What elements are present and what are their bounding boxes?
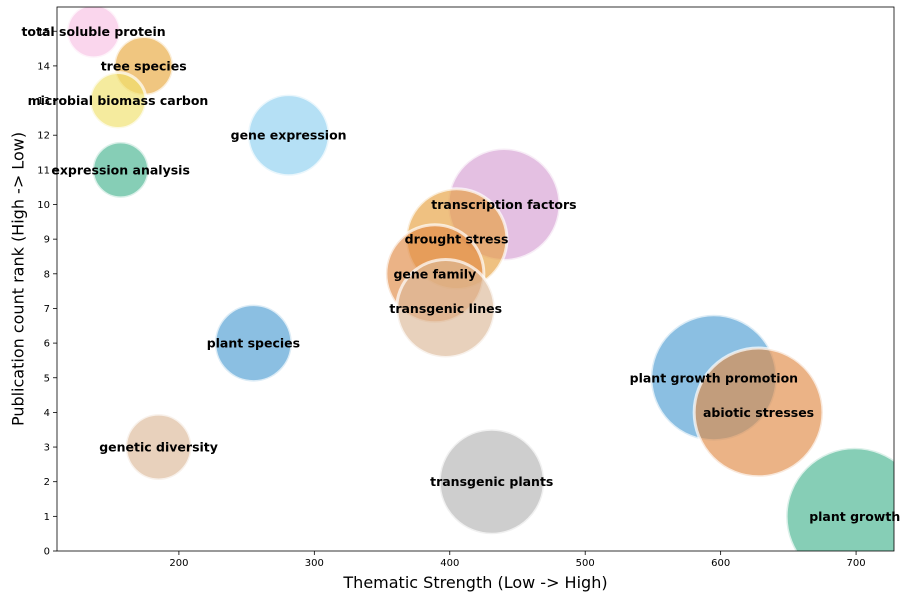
bubble-transgenic-plants [437,427,546,536]
bubble-abiotic-stresses [692,346,825,479]
bubble-label-gene-family: gene family [393,266,476,281]
y-tick-label: 2 [44,477,50,488]
y-tick-label: 1 [44,512,50,523]
plot-frame [56,6,895,552]
y-axis-title: Publication count rank (High -> Low) [9,132,28,426]
y-tick-label: 15 [37,27,50,38]
y-tick-label: 9 [44,235,50,246]
bubbles-layer [65,7,894,551]
bubble-label-genetic-diversity: genetic diversity [99,440,218,455]
bubble-label-plant-species: plant species [207,336,300,351]
y-tick-label: 5 [44,373,50,384]
y-tick-label: 0 [44,547,50,558]
bubble-transgenic-lines [395,257,497,359]
bubble-label-gene-expression: gene expression [231,128,347,143]
bubble-total-soluble-protein [65,7,122,60]
bubble-label-transgenic-lines: transgenic lines [389,301,502,316]
bubble-gene-expression [246,93,331,178]
y-tick-label: 11 [37,165,50,176]
x-tick-label: 200 [169,558,188,569]
y-tick-label: 13 [37,96,50,107]
bubble-expression-analysis [91,140,151,200]
bubble-label-expression-analysis: expression analysis [51,162,190,177]
bubble-plant-species [213,303,294,384]
bubble-microbial-biomass-carbon [88,71,148,131]
bubble-label-tree-species: tree species [101,58,187,73]
bubble-label-abiotic-stresses: abiotic stresses [703,405,814,420]
bubble-labels-layer: total soluble protein tree species microbi… [21,24,900,524]
bubble-label-drought-stress: drought stress [405,232,509,247]
bubble-plant-growth [784,446,894,551]
y-tick-label: 8 [44,269,50,280]
y-tick-label: 6 [44,339,50,350]
y-tick-label: 10 [37,200,50,211]
x-axis-title: Thematic Strength (Low -> High) [342,573,607,592]
bubble-label-plant-growth: plant growth [809,509,900,524]
y-tick-label: 14 [37,61,50,72]
x-axis-ticks: 200 300 400 500 600 700 [169,551,866,569]
bubble-genetic-diversity [124,412,193,482]
bubble-label-plant-growth-promotion: plant growth promotion [630,370,798,385]
y-tick-label: 12 [37,131,50,142]
x-tick-label: 300 [305,558,324,569]
y-tick-label: 4 [44,408,50,419]
bubble-label-microbial-biomass-carbon: microbial biomass carbon [28,93,209,108]
x-tick-label: 400 [440,558,459,569]
y-tick-label: 7 [44,304,50,315]
bubble-label-transgenic-plants: transgenic plants [430,474,553,489]
x-tick-label: 700 [847,558,866,569]
bubble-label-total-soluble-protein: total soluble protein [21,24,165,39]
y-tick-label: 3 [44,443,50,454]
x-tick-label: 500 [576,558,595,569]
bubble-label-transcription-factors: transcription factors [431,197,576,212]
x-tick-label: 600 [711,558,730,569]
